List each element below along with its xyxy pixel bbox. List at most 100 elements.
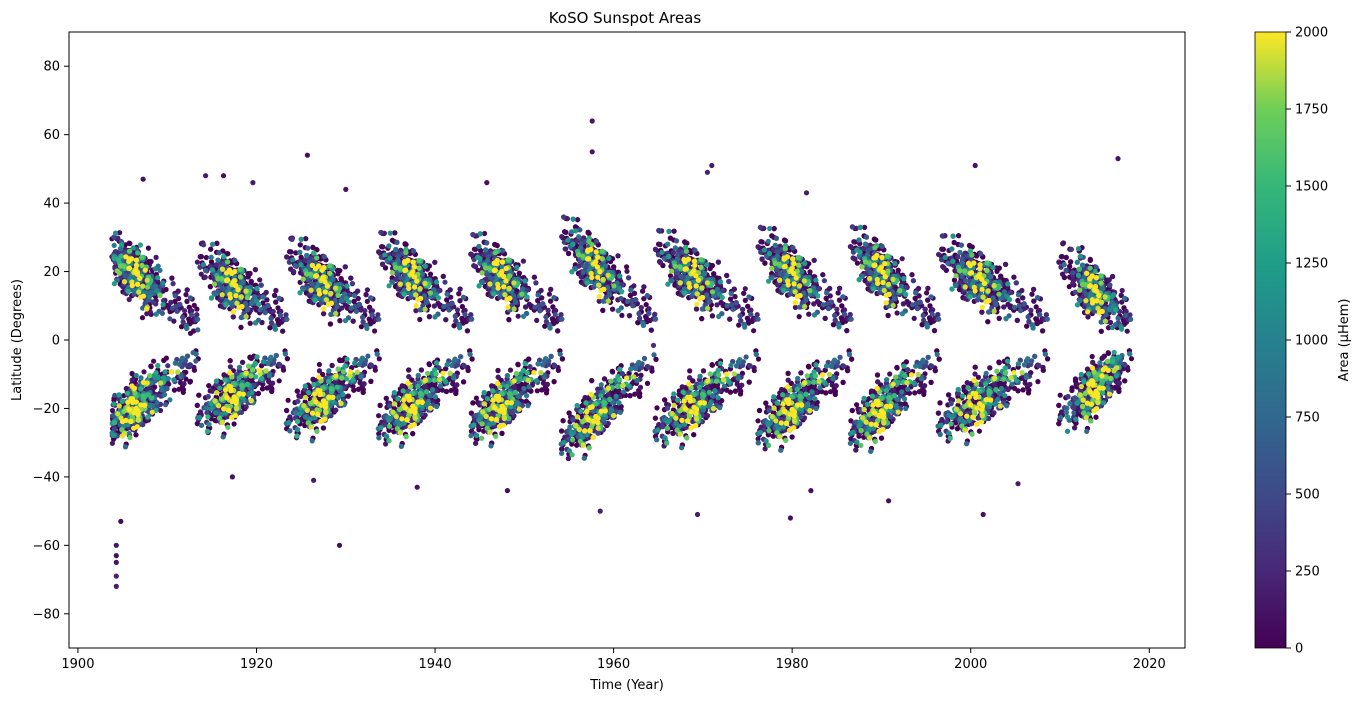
data-point: [841, 380, 846, 385]
data-point: [849, 357, 854, 362]
data-point: [552, 379, 557, 384]
data-point: [506, 317, 511, 322]
data-point: [1026, 390, 1031, 395]
data-point: [368, 379, 373, 384]
data-point: [977, 429, 982, 434]
data-point: [967, 243, 972, 248]
data-point: [361, 390, 366, 395]
data-point: [245, 271, 250, 276]
data-point: [997, 360, 1002, 365]
data-point: [277, 378, 282, 383]
data-point: [921, 392, 926, 397]
data-point: [206, 383, 211, 388]
data-point: [470, 400, 475, 405]
data-point: [912, 390, 917, 395]
data-point: [151, 359, 156, 364]
data-point: [879, 436, 884, 441]
data-point: [946, 392, 951, 397]
data-point: [1064, 255, 1069, 260]
data-point: [886, 313, 891, 318]
data-point: [340, 358, 345, 363]
data-point: [985, 319, 990, 324]
data-point: [298, 242, 303, 247]
data-point: [637, 394, 642, 399]
data-point: [256, 391, 261, 396]
data-point: [757, 408, 762, 413]
data-point: [196, 393, 201, 398]
data-point: [140, 315, 145, 320]
data-point: [782, 237, 787, 242]
data-point: [295, 389, 300, 394]
data-point: [728, 297, 733, 302]
data-point: [474, 396, 479, 401]
data-point: [561, 418, 566, 423]
data-point: [1035, 379, 1040, 384]
data-point: [181, 390, 186, 395]
data-point: [682, 239, 687, 244]
data-point: [560, 356, 565, 361]
data-point: [710, 363, 715, 368]
data-point: [410, 431, 415, 436]
data-point: [495, 243, 500, 248]
data-point: [453, 391, 458, 396]
data-point: [1015, 298, 1020, 303]
data-point: [1024, 324, 1029, 329]
data-point: [238, 325, 243, 330]
data-point: [662, 397, 667, 402]
data-point: [535, 388, 540, 393]
data-point: [346, 394, 351, 399]
data-point: [1058, 393, 1063, 398]
data-point: [1068, 259, 1073, 264]
data-point: [850, 408, 855, 413]
data-point: [937, 400, 942, 405]
data-point: [470, 356, 475, 361]
data-point: [208, 247, 213, 252]
data-point: [321, 425, 326, 430]
data-point: [1070, 385, 1075, 390]
data-point: [499, 431, 504, 436]
data-point: [790, 434, 795, 439]
data-point: [1073, 376, 1078, 381]
data-point: [544, 390, 549, 395]
data-point: [600, 308, 605, 313]
data-point: [645, 381, 650, 386]
data-point: [738, 391, 743, 396]
data-point: [747, 380, 752, 385]
data-point: [1021, 387, 1026, 392]
data-point: [1093, 415, 1098, 420]
chart-title: KoSO Sunspot Areas: [549, 9, 702, 27]
data-point: [1106, 351, 1111, 356]
data-point: [427, 362, 432, 367]
data-point: [1122, 378, 1127, 383]
data-point: [566, 251, 571, 256]
data-point: [733, 389, 738, 394]
data-point: [1088, 257, 1093, 262]
data-point: [417, 317, 422, 322]
data-point: [833, 392, 838, 397]
data-point: [267, 325, 272, 330]
data-point: [542, 324, 547, 329]
data-point: [403, 241, 408, 246]
data-point: [586, 230, 591, 235]
data-point: [172, 388, 177, 393]
data-point: [1067, 264, 1072, 269]
data-point: [328, 321, 333, 326]
data-point: [286, 398, 291, 403]
data-point: [187, 379, 192, 384]
data-point: [873, 237, 878, 242]
data-point: [149, 364, 154, 369]
data-point: [624, 264, 629, 269]
data-point: [335, 268, 340, 273]
data-point: [232, 421, 237, 426]
data-point: [937, 357, 942, 362]
data-point: [516, 362, 521, 367]
data-point: [249, 356, 254, 361]
data-point: [1099, 329, 1104, 334]
data-point: [619, 313, 624, 318]
data-point: [797, 314, 802, 319]
data-point: [384, 396, 389, 401]
data-point: [929, 380, 934, 385]
data-point: [260, 386, 265, 391]
data-point: [806, 364, 811, 369]
